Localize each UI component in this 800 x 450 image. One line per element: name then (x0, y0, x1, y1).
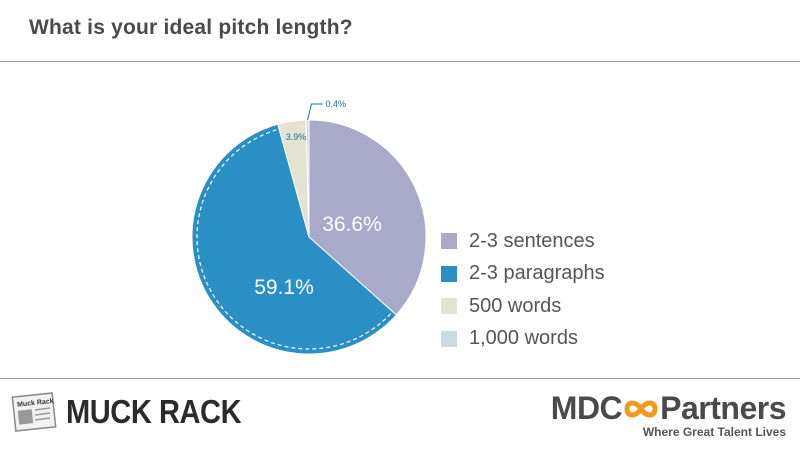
legend-label: 1,000 words (469, 327, 578, 350)
muck-rack-logo: Muck Rack MUCK RACK (10, 392, 265, 432)
mdc-wordmark: MDC (550, 390, 623, 426)
data-label-1000-words: 0.4% (326, 99, 347, 109)
callout-line-1000-words (307, 103, 323, 121)
partners-wordmark: Partners (660, 390, 786, 426)
slice-2-3-sentences (308, 119, 427, 316)
data-label-500-words: 3.9% (286, 132, 307, 142)
chart-title: What is your ideal pitch length? (29, 16, 353, 39)
legend-swatch (441, 330, 457, 347)
legend-label: 500 words (469, 294, 562, 317)
mdc-partners-logo: MDC Partners Where Great Talent Lives (550, 390, 787, 439)
legend-item: 2-3 sentences (441, 225, 605, 258)
muck-rack-wordmark: MUCK RACK (66, 393, 242, 430)
legend-swatch (441, 298, 457, 315)
newspaper-icon: Muck Rack (11, 392, 57, 432)
legend-item: 1,000 words (441, 323, 605, 356)
paper-masthead: Muck Rack (17, 398, 54, 409)
legend: 2-3 sentences 2-3 paragraphs 500 words 1,00… (441, 225, 605, 355)
legend-item: 500 words (441, 290, 605, 323)
legend-swatch (441, 265, 457, 282)
legend-label: 2-3 sentences (469, 229, 595, 252)
top-divider (0, 61, 800, 62)
data-label-2-3-paragraphs: 59.1% (254, 276, 314, 299)
legend-swatch (441, 233, 457, 250)
infinity-icon (624, 400, 658, 417)
slice-highlight-outline (196, 129, 392, 350)
slice-2-3-paragraphs (191, 123, 397, 355)
pie-chart: 36.6% 59.1% 3.9% 0.4% (191, 99, 427, 355)
tagline: Where Great Talent Lives (642, 425, 786, 439)
bottom-divider (0, 378, 800, 379)
data-label-2-3-sentences: 36.6% (322, 213, 382, 236)
legend-item: 2-3 paragraphs (441, 258, 605, 291)
legend-label: 2-3 paragraphs (469, 262, 605, 285)
